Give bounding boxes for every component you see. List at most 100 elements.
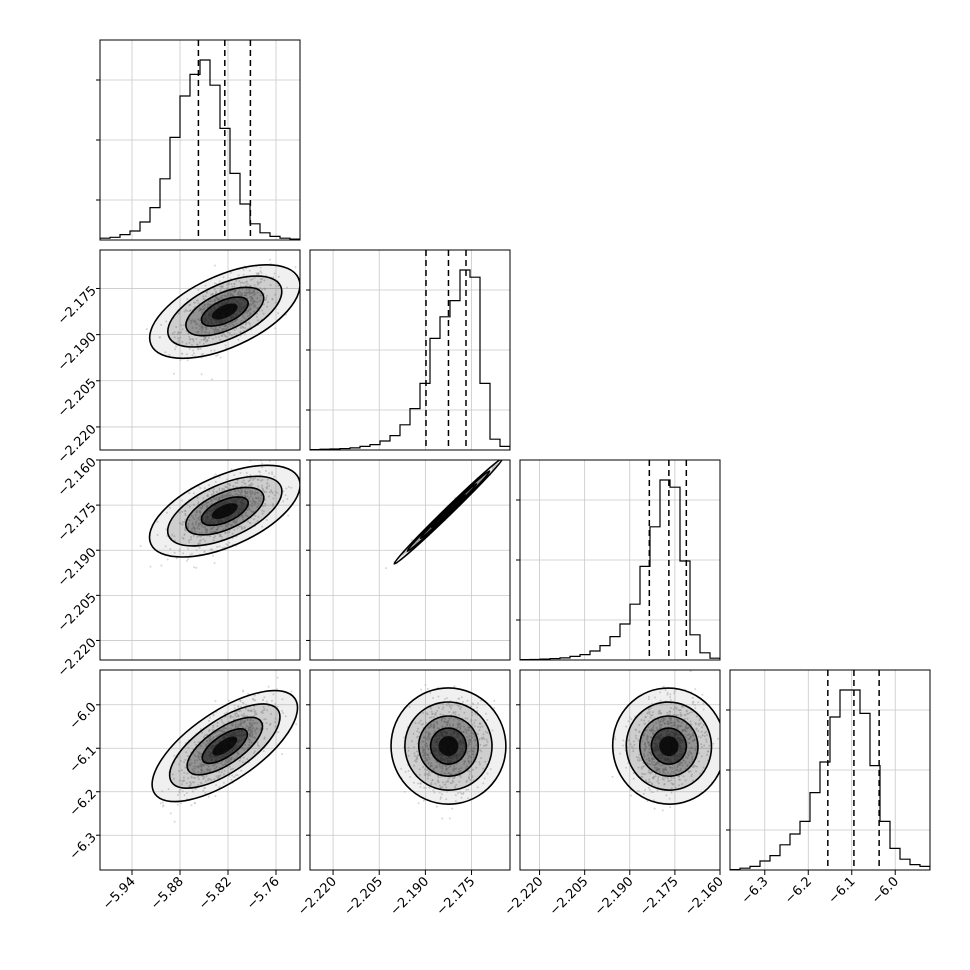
sample-point	[232, 716, 235, 719]
sample-point	[486, 719, 489, 721]
sample-point	[245, 281, 248, 284]
sample-point	[190, 514, 193, 517]
sample-point	[422, 751, 424, 754]
sample-point	[460, 696, 463, 699]
sample-point	[403, 790, 406, 793]
sample-point	[218, 476, 221, 479]
sample-point	[264, 504, 267, 507]
sample-point	[204, 792, 207, 794]
sample-point	[273, 475, 276, 478]
sample-point	[191, 326, 194, 329]
sample-point	[691, 758, 694, 761]
sample-point	[207, 779, 209, 782]
sample-point	[246, 719, 249, 722]
sample-point	[462, 700, 464, 703]
sample-point	[287, 514, 290, 517]
sample-point	[421, 740, 424, 743]
sample-point	[169, 812, 172, 815]
sample-point	[251, 502, 254, 505]
sample-point	[463, 725, 465, 728]
sample-point	[221, 487, 224, 490]
sample-point	[198, 518, 201, 521]
sample-point	[194, 321, 197, 324]
sample-point	[224, 485, 227, 488]
sample-point	[449, 764, 451, 767]
sample-point	[442, 703, 444, 705]
sample-point	[424, 768, 426, 771]
sample-point	[230, 778, 233, 781]
sample-point	[173, 777, 175, 780]
sample-point	[216, 354, 219, 357]
panel-frame	[99, 249, 301, 451]
sample-point	[190, 552, 193, 555]
sample-point	[685, 724, 688, 727]
sample-point	[218, 786, 221, 789]
sample-point	[198, 307, 201, 310]
sample-point	[281, 698, 284, 701]
sample-point	[263, 491, 266, 494]
sample-point	[252, 719, 254, 722]
sample-point	[239, 720, 242, 723]
sample-point	[162, 801, 164, 804]
sample-point	[193, 802, 196, 805]
sample-point	[219, 326, 222, 329]
sample-point	[186, 755, 189, 757]
sample-point	[466, 797, 469, 800]
sample-point	[430, 783, 433, 786]
sample-point	[419, 719, 422, 722]
sample-point	[257, 745, 260, 748]
sample-point	[211, 300, 214, 303]
sample-point	[254, 477, 257, 480]
sample-point	[447, 702, 450, 705]
sample-point	[248, 506, 251, 509]
sample-point	[261, 288, 264, 291]
sample-point	[253, 730, 256, 733]
sample-point	[203, 787, 206, 790]
sample-point	[483, 744, 486, 747]
sample-point	[193, 781, 196, 784]
panel-frame	[99, 669, 301, 871]
sample-point	[248, 269, 251, 272]
panel-content	[100, 670, 300, 870]
sample-point	[249, 284, 252, 287]
sample-point	[173, 754, 176, 757]
sample-point	[295, 723, 298, 726]
sample-point	[190, 529, 193, 532]
sample-point	[484, 760, 487, 763]
sample-point	[439, 797, 442, 800]
sample-point	[271, 504, 274, 507]
sample-point	[205, 775, 208, 778]
sample-point	[192, 340, 195, 343]
sample-point	[673, 706, 676, 709]
sample-point	[634, 734, 637, 737]
sample-point	[240, 325, 243, 328]
sample-point	[251, 483, 254, 486]
sample-point	[244, 326, 247, 329]
sample-point	[199, 755, 202, 758]
sample-point	[177, 331, 180, 334]
sample-point	[177, 312, 180, 315]
sample-point	[181, 341, 184, 343]
sample-point	[460, 776, 462, 779]
sample-point	[191, 523, 194, 526]
sample-point	[229, 277, 232, 280]
sample-point	[486, 731, 489, 734]
sample-point	[220, 296, 223, 299]
sample-point	[232, 767, 235, 770]
sample-point	[422, 799, 425, 802]
sample-point	[254, 722, 257, 724]
sample-point	[236, 481, 239, 484]
sample-point	[216, 330, 219, 333]
sample-point	[228, 333, 231, 336]
sample-point	[475, 744, 478, 747]
sample-point	[428, 736, 431, 739]
sample-point	[234, 774, 237, 777]
sample-point	[208, 740, 211, 743]
sample-point	[453, 764, 456, 767]
sample-point	[262, 312, 265, 315]
sample-point	[496, 462, 498, 465]
sample-point	[248, 740, 251, 743]
sample-point	[261, 512, 264, 515]
contour-line	[168, 703, 281, 789]
sample-point	[467, 726, 469, 729]
